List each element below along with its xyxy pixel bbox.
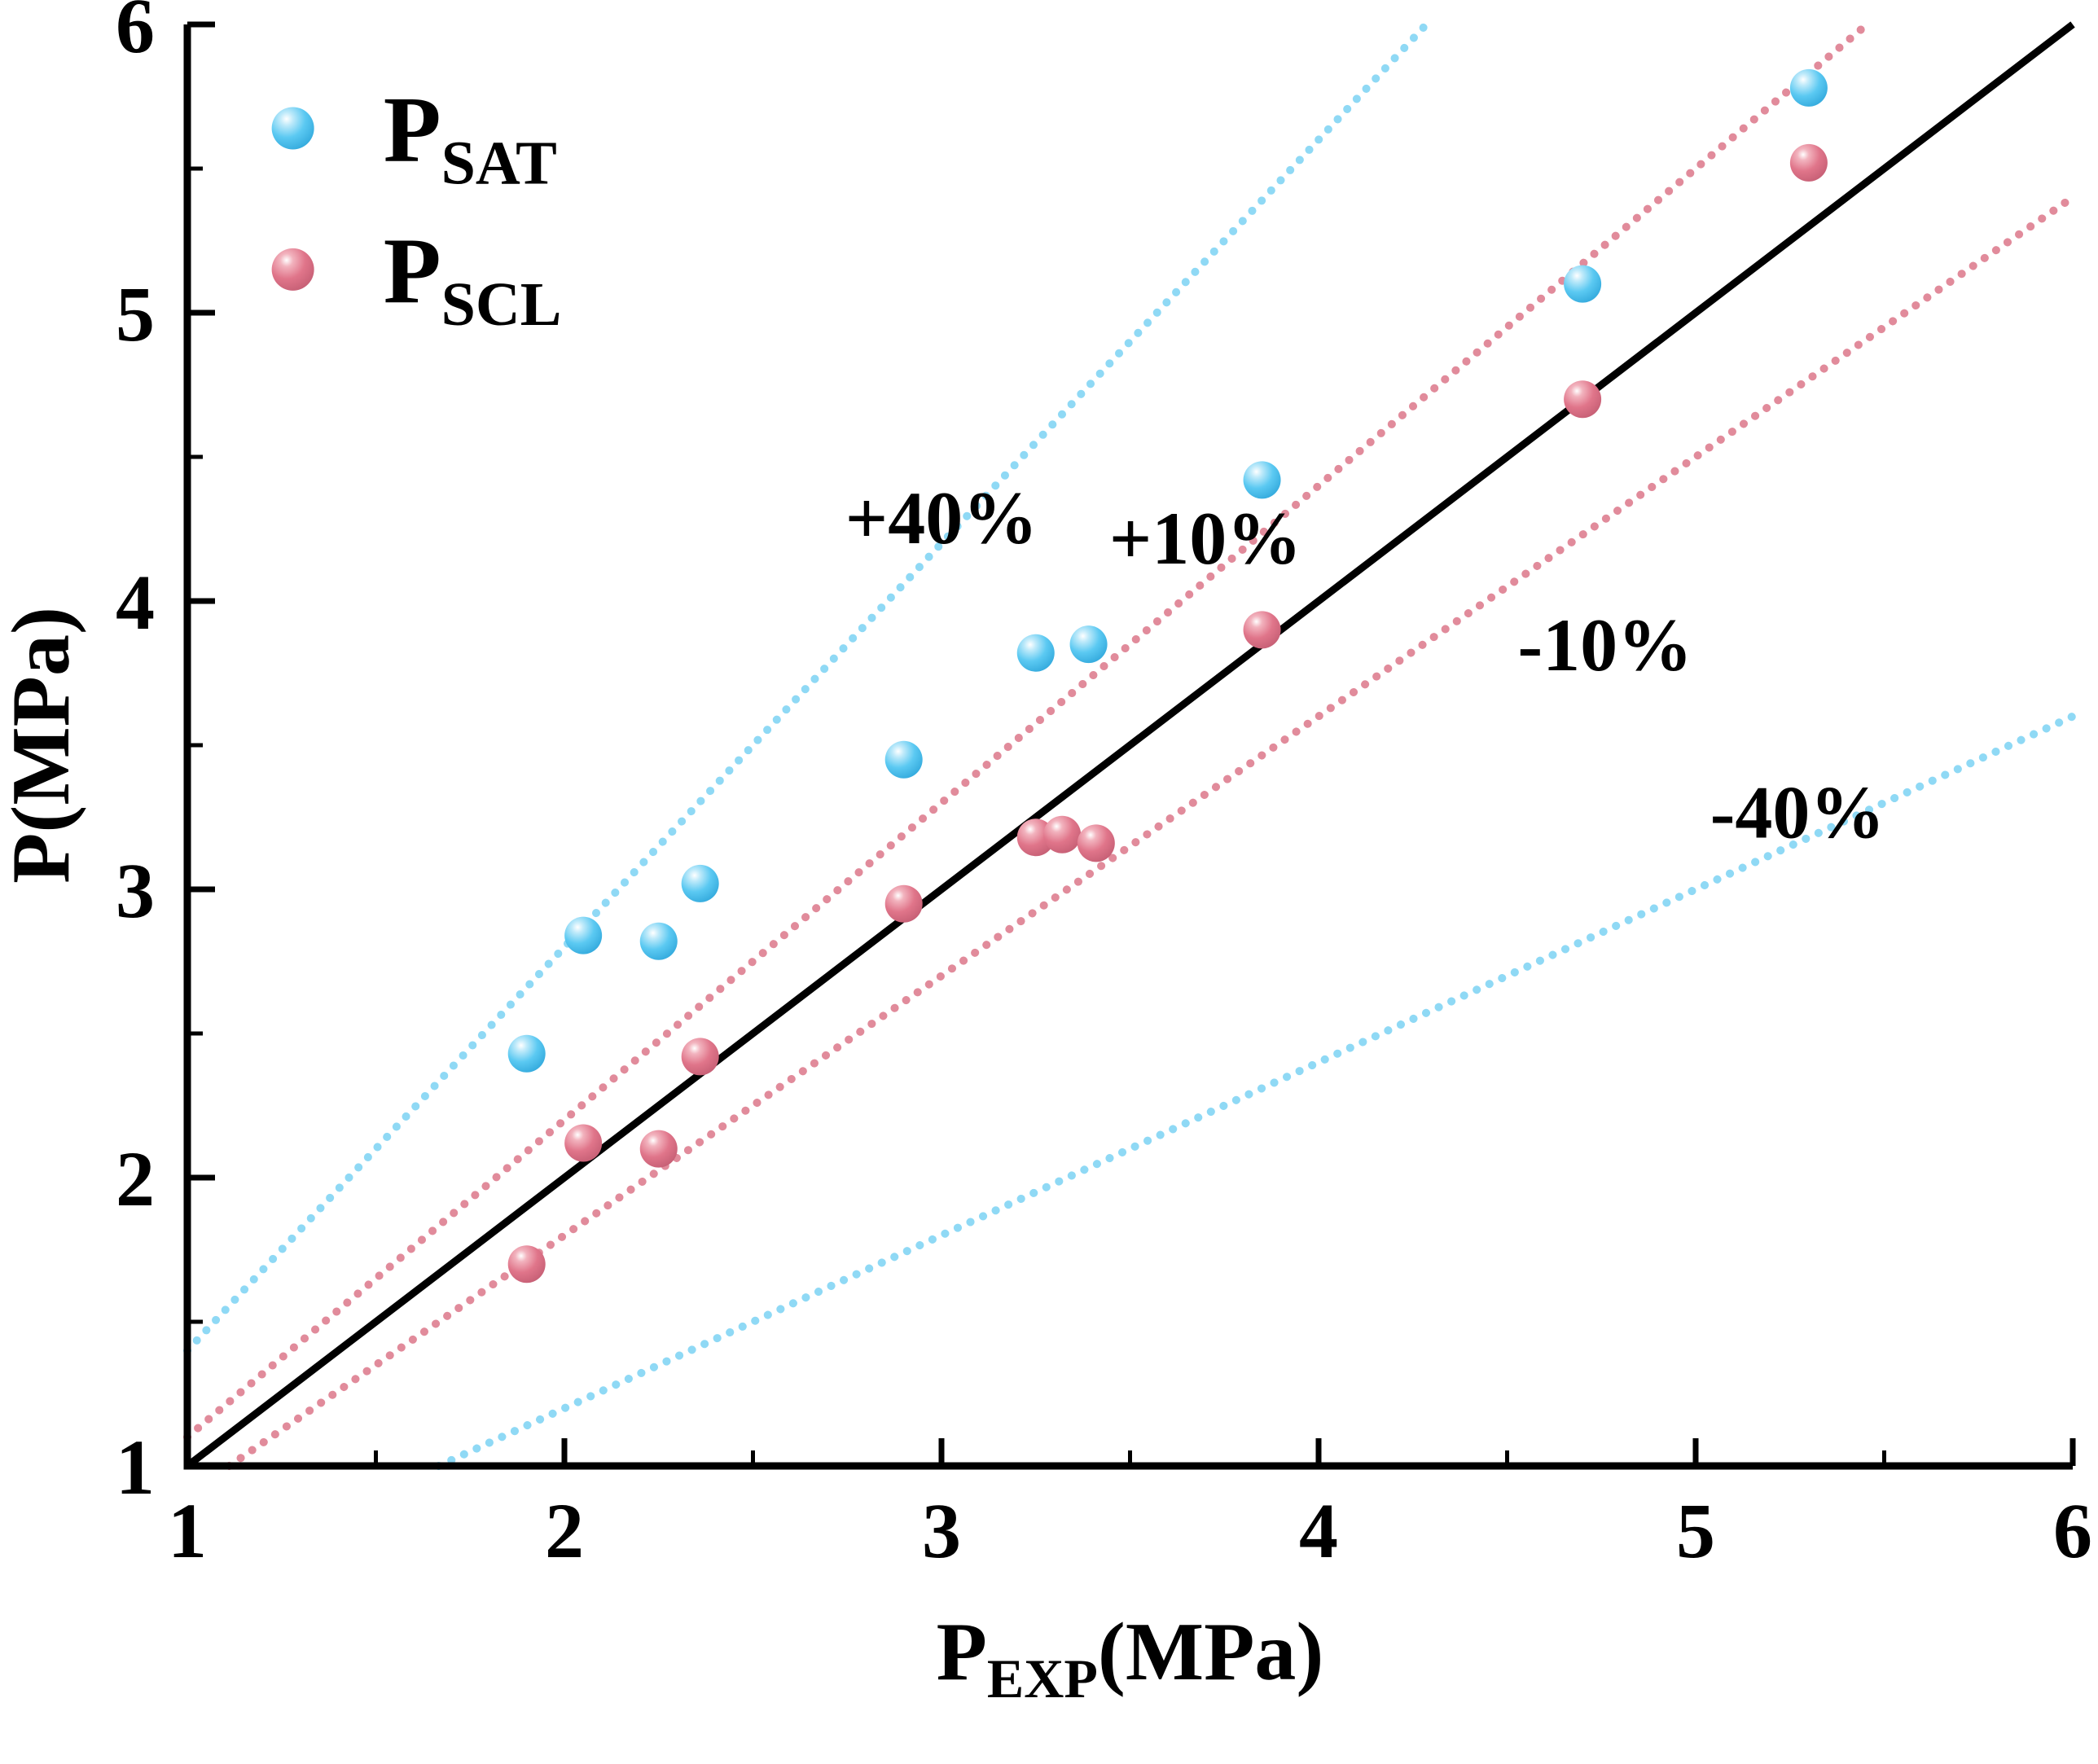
point-psat: [1789, 68, 1828, 107]
y-tick-label: 4: [116, 559, 155, 646]
deviation-line-+40%: [183, 20, 1431, 1355]
point-pscl: [1043, 815, 1082, 853]
deviation-label--40%: -40%: [1710, 770, 1885, 853]
point-pscl: [1789, 143, 1828, 182]
point-psat: [564, 916, 603, 954]
point-psat: [507, 1034, 546, 1073]
legend-label-scl: PSCL: [384, 219, 562, 339]
deviation-line-+10%: [183, 20, 1872, 1441]
identity-line: [185, 21, 2075, 1469]
y-tick-label: 2: [116, 1135, 155, 1222]
y-tick-label: 6: [116, 0, 155, 69]
point-psat: [884, 740, 923, 779]
y-tick-label: 1: [116, 1424, 155, 1511]
x-tick-label: 6: [2053, 1487, 2092, 1574]
point-psat: [1016, 634, 1055, 672]
point-pscl: [1564, 380, 1602, 419]
point-psat: [1243, 461, 1281, 499]
y-tick-label: 3: [116, 847, 155, 934]
point-psat: [639, 922, 678, 960]
x-tick-label: 4: [1299, 1487, 1338, 1574]
point-pscl: [507, 1245, 546, 1284]
point-psat: [1564, 265, 1602, 303]
point-pscl: [639, 1130, 678, 1168]
legend-label-sat: PSAT: [384, 77, 557, 197]
legend-marker-sat-icon: [271, 107, 314, 150]
y-tick-label: 5: [116, 270, 155, 358]
x-tick-label: 2: [545, 1487, 584, 1574]
point-pscl: [564, 1124, 603, 1162]
x-tick-label: 1: [168, 1487, 207, 1574]
deviation-label--10%: -10%: [1518, 603, 1693, 687]
point-pscl: [1243, 611, 1281, 649]
x-tick-label: 5: [1676, 1487, 1715, 1574]
point-psat: [681, 864, 719, 902]
point-pscl: [681, 1038, 719, 1076]
deviation-label-+40%: +40%: [845, 476, 1038, 559]
point-pscl: [1077, 824, 1115, 862]
y-axis-title: P(MPa): [0, 607, 87, 884]
point-pscl: [884, 884, 923, 923]
legend-marker-scl-icon: [271, 248, 314, 291]
x-axis-title: PEXP(MPa): [937, 1606, 1324, 1709]
x-tick-label: 3: [922, 1487, 961, 1574]
point-psat: [1069, 625, 1108, 664]
deviation-label-+10%: +10%: [1109, 497, 1301, 580]
